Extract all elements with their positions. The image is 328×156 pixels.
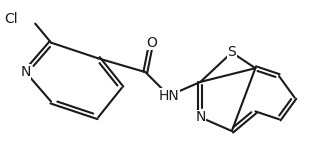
Text: HN: HN xyxy=(158,89,179,103)
Text: S: S xyxy=(227,45,236,59)
Text: O: O xyxy=(146,36,157,50)
Text: Cl: Cl xyxy=(4,12,18,26)
Text: N: N xyxy=(195,110,206,124)
Text: N: N xyxy=(20,65,31,79)
